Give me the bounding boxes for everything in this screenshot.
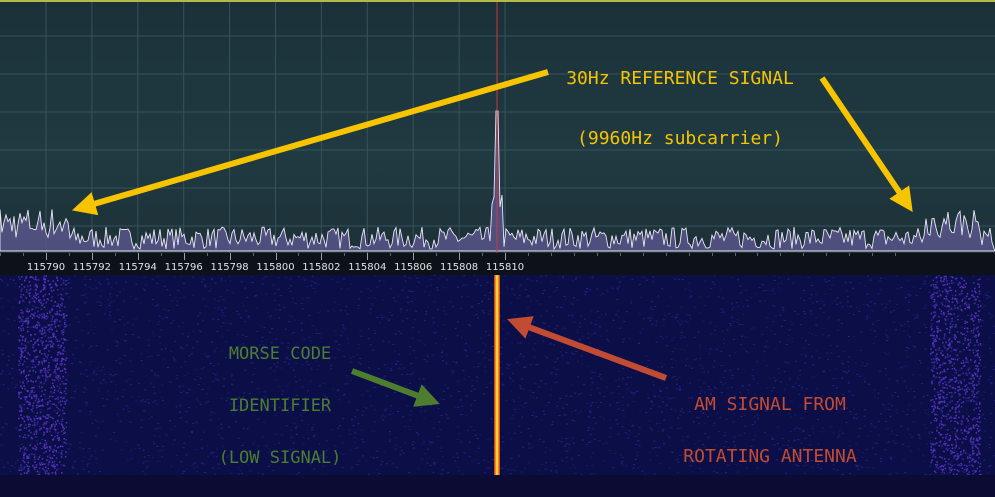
axis-minor-tick bbox=[436, 253, 437, 256]
axis-minor-tick bbox=[528, 253, 529, 256]
axis-minor-tick bbox=[872, 253, 873, 256]
axis-minor-tick bbox=[390, 253, 391, 256]
reference-signal-line1: 30Hz REFERENCE SIGNAL bbox=[510, 64, 850, 94]
axis-minor-tick bbox=[620, 253, 621, 256]
morse-line3: (LOW SIGNAL) bbox=[180, 445, 380, 471]
am-signal-label: AM SIGNAL FROM ROTATING ANTENNA bbox=[650, 366, 890, 496]
axis-tick-mark bbox=[184, 253, 185, 260]
axis-tick-mark bbox=[505, 253, 506, 260]
axis-tick-label: 115810 bbox=[475, 262, 535, 273]
axis-minor-tick bbox=[666, 253, 667, 256]
axis-tick-mark bbox=[459, 253, 460, 260]
axis-minor-tick bbox=[597, 253, 598, 256]
am-signal-line2: ROTATING ANTENNA bbox=[650, 444, 890, 470]
axis-minor-tick bbox=[643, 253, 644, 256]
axis-minor-tick bbox=[207, 253, 208, 256]
axis-minor-tick bbox=[115, 253, 116, 256]
axis-minor-tick bbox=[803, 253, 804, 256]
axis-minor-tick bbox=[253, 253, 254, 256]
axis-minor-tick bbox=[298, 253, 299, 256]
axis-tick-mark bbox=[321, 253, 322, 260]
reference-signal-line2: (9960Hz subcarrier) bbox=[510, 124, 850, 154]
axis-minor-tick bbox=[735, 253, 736, 256]
axis-tick-mark bbox=[276, 253, 277, 260]
axis-tick-mark bbox=[92, 253, 93, 260]
axis-minor-tick bbox=[0, 253, 1, 256]
axis-minor-tick bbox=[574, 253, 575, 256]
axis-minor-tick bbox=[161, 253, 162, 256]
axis-minor-tick bbox=[826, 253, 827, 256]
axis-minor-tick bbox=[712, 253, 713, 256]
axis-tick-mark bbox=[367, 253, 368, 260]
morse-label: MORSE CODE IDENTIFIER (LOW SIGNAL) bbox=[180, 315, 380, 497]
morse-line1: MORSE CODE bbox=[180, 341, 380, 367]
axis-minor-tick bbox=[780, 253, 781, 256]
axis-minor-tick bbox=[689, 253, 690, 256]
morse-line2: IDENTIFIER bbox=[180, 393, 380, 419]
axis-minor-tick bbox=[69, 253, 70, 256]
am-signal-line1: AM SIGNAL FROM bbox=[650, 392, 890, 418]
axis-tick-mark bbox=[413, 253, 414, 260]
axis-minor-tick bbox=[895, 253, 896, 256]
carrier-trace bbox=[494, 275, 500, 475]
axis-tick-mark bbox=[230, 253, 231, 260]
axis-minor-tick bbox=[344, 253, 345, 256]
axis-minor-tick bbox=[849, 253, 850, 256]
reference-signal-label: 30Hz REFERENCE SIGNAL (9960Hz subcarrier… bbox=[510, 34, 850, 184]
axis-tick-mark bbox=[46, 253, 47, 260]
axis-minor-tick bbox=[551, 253, 552, 256]
axis-tick-mark bbox=[138, 253, 139, 260]
axis-minor-tick bbox=[482, 253, 483, 256]
axis-minor-tick bbox=[757, 253, 758, 256]
axis-minor-tick bbox=[23, 253, 24, 256]
